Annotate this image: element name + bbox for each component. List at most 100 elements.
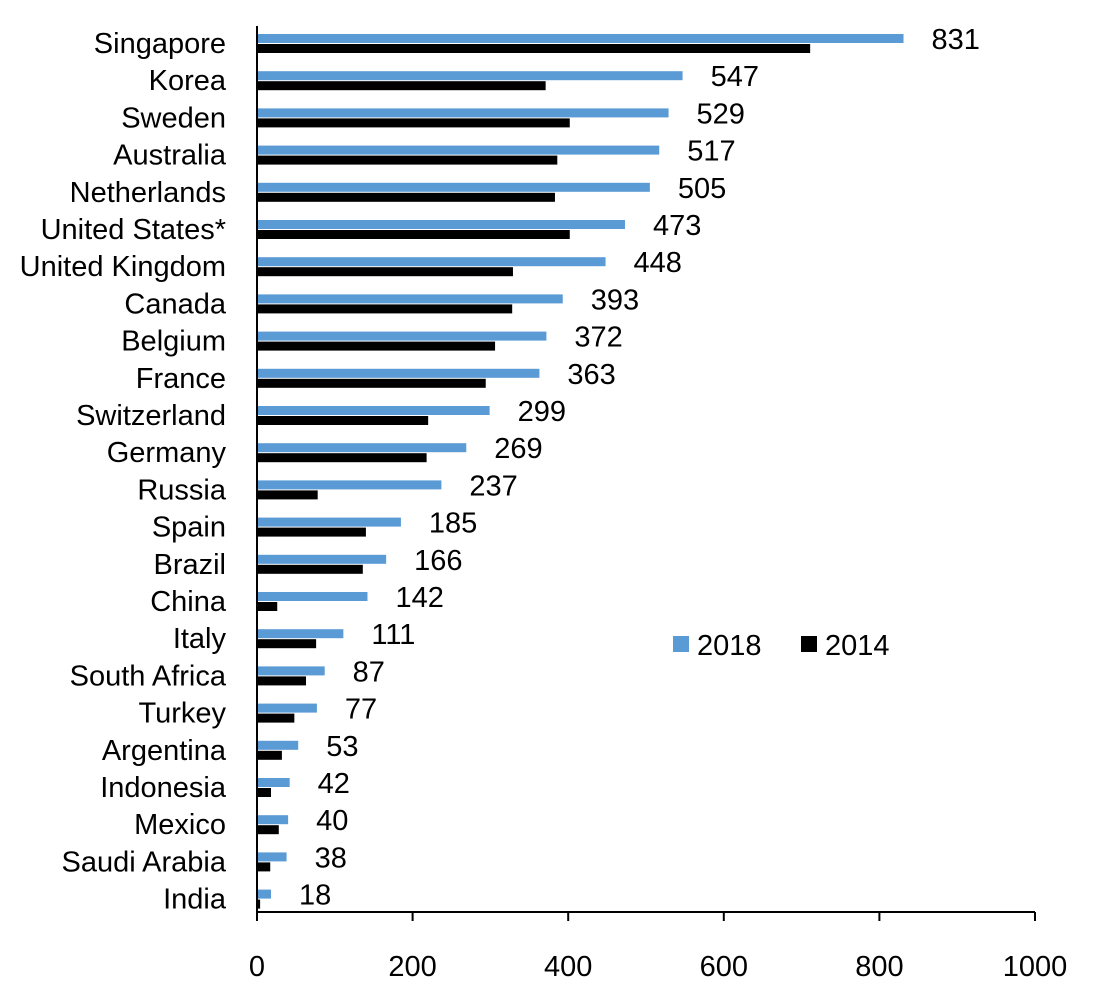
bar-2018 — [257, 294, 563, 304]
bar-2018 — [257, 852, 287, 862]
bar-2014 — [257, 118, 570, 128]
bar-2018 — [257, 108, 669, 118]
bar-2014 — [257, 899, 261, 909]
bar-2018 — [257, 554, 387, 564]
bar-2018 — [257, 592, 368, 601]
bar-2014 — [257, 713, 295, 723]
data-label: 38 — [315, 842, 347, 874]
legend-label-2014: 2014 — [825, 630, 890, 662]
data-label: 529 — [697, 98, 745, 130]
x-tick-label: 0 — [249, 951, 265, 983]
data-label: 473 — [653, 210, 701, 242]
bar-2018 — [257, 71, 683, 81]
category-label: Turkey — [138, 698, 226, 730]
data-label: 18 — [299, 880, 331, 912]
data-label: 831 — [932, 24, 980, 56]
data-label: 372 — [574, 322, 622, 354]
bar-2014 — [257, 453, 427, 463]
bar-2014 — [257, 155, 558, 165]
category-label: Canada — [124, 288, 226, 320]
data-label: 77 — [345, 694, 377, 726]
bar-2014 — [257, 564, 363, 574]
bar-2014 — [257, 416, 429, 425]
category-label: Switzerland — [76, 400, 226, 432]
bar-2014 — [257, 602, 278, 611]
data-label: 185 — [429, 508, 477, 540]
category-label: Singapore — [94, 28, 226, 60]
data-label: 40 — [316, 805, 348, 837]
bar-2018 — [257, 331, 547, 341]
bar-2014 — [257, 788, 272, 797]
bar-2014 — [257, 44, 811, 53]
category-label: Netherlands — [70, 177, 226, 209]
category-label: Indonesia — [100, 772, 227, 804]
bar-2018 — [257, 406, 490, 415]
bar-2018 — [257, 368, 540, 378]
bar-2018 — [257, 666, 325, 676]
bar-2014 — [257, 378, 486, 388]
bar-2014 — [257, 304, 513, 314]
data-label: 269 — [494, 433, 542, 465]
bar-2014 — [257, 192, 555, 202]
bar-2014 — [257, 81, 546, 91]
data-label: 517 — [687, 136, 735, 168]
category-label: Brazil — [153, 549, 226, 581]
x-tick-label: 400 — [544, 951, 592, 983]
data-label: 166 — [414, 545, 462, 577]
bar-2014 — [257, 825, 279, 835]
bar-2014 — [257, 230, 570, 239]
category-label: Germany — [107, 437, 227, 469]
data-label: 299 — [518, 396, 566, 428]
category-label: Korea — [149, 65, 227, 97]
bar-2018 — [257, 182, 650, 192]
bar-2014 — [257, 527, 366, 537]
x-tick-label: 1000 — [1003, 951, 1068, 983]
bar-2014 — [257, 341, 496, 351]
x-tick-label: 600 — [700, 951, 748, 983]
data-label: 142 — [395, 582, 443, 614]
legend-swatch-2018 — [673, 636, 689, 652]
bar-2014 — [257, 750, 282, 760]
bar-2018 — [257, 480, 442, 490]
data-label: 237 — [469, 470, 517, 502]
bar-2014 — [257, 862, 271, 872]
bar-2018 — [257, 629, 344, 639]
data-label: 42 — [318, 768, 350, 800]
bar-2018 — [257, 703, 317, 713]
legend-label-2018: 2018 — [697, 630, 762, 662]
bar-2018 — [257, 220, 625, 229]
category-label: United Kingdom — [20, 251, 226, 283]
category-label: Italy — [173, 623, 227, 655]
category-label: France — [136, 363, 226, 395]
bar-2018 — [257, 740, 299, 750]
legend-swatch-2014 — [801, 636, 817, 652]
bar-2018 — [257, 815, 289, 825]
category-label: Australia — [113, 140, 227, 172]
category-label: Mexico — [134, 809, 226, 841]
data-label: 53 — [326, 731, 358, 763]
x-tick-label: 800 — [855, 951, 903, 983]
bar-2014 — [257, 639, 317, 649]
bar-2018 — [257, 889, 272, 899]
data-label: 448 — [634, 247, 682, 279]
bar-2018 — [257, 257, 606, 267]
data-label: 505 — [678, 173, 726, 205]
x-tick-label: 200 — [388, 951, 436, 983]
category-label: Argentina — [102, 735, 227, 767]
bar-2018 — [257, 443, 467, 453]
bar-2014 — [257, 676, 307, 686]
bar-2014 — [257, 490, 318, 500]
category-label: South Africa — [70, 660, 227, 692]
data-label: 111 — [371, 619, 415, 651]
data-label: 363 — [567, 359, 615, 391]
category-label: United States* — [41, 214, 226, 246]
bar-2018 — [257, 145, 660, 155]
category-label: Saudi Arabia — [62, 846, 227, 878]
bar-2018 — [257, 517, 401, 527]
category-label: Belgium — [121, 326, 226, 358]
bar-2018 — [257, 778, 290, 787]
bar-2014 — [257, 267, 513, 277]
category-label: Russia — [137, 474, 227, 506]
category-label: China — [150, 586, 227, 618]
